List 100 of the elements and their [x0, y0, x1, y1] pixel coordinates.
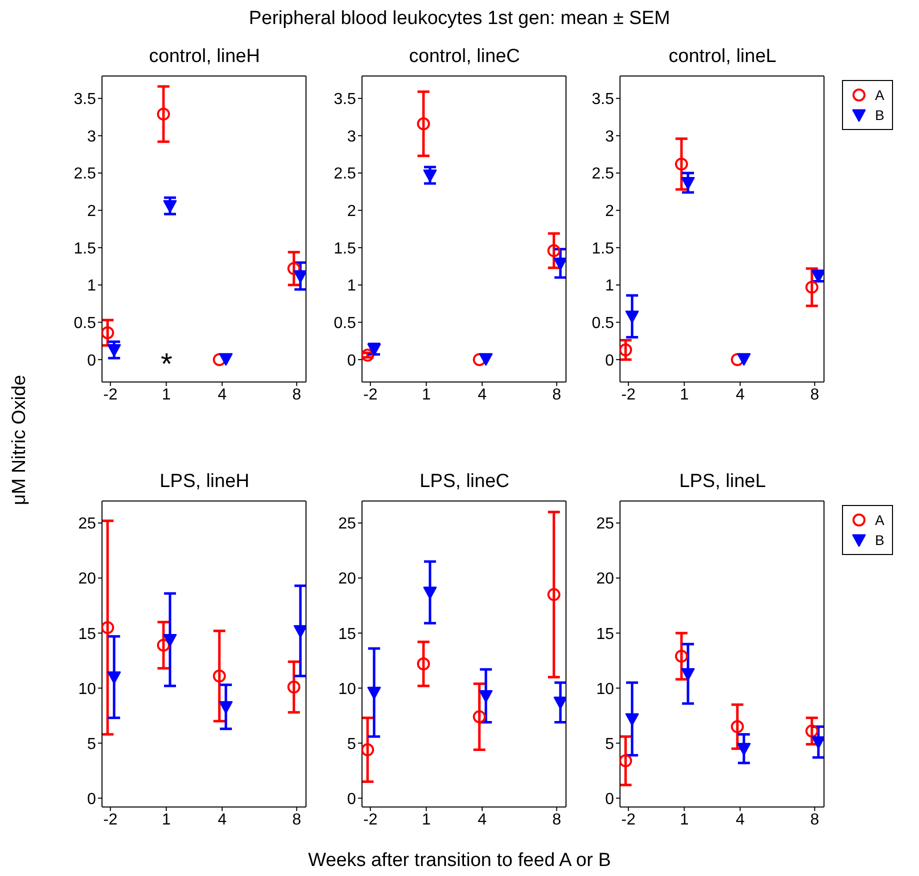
- x-tick-label: 4: [736, 386, 745, 404]
- x-tick-label: -2: [621, 811, 636, 828]
- y-tick-label: 0: [87, 352, 96, 370]
- x-tick-label: 8: [292, 811, 302, 828]
- y-tick-label: 10: [78, 680, 96, 698]
- y-tick-label: 0.5: [334, 314, 356, 332]
- chart-title: control, lineH: [148, 46, 261, 68]
- x-tick-label: 1: [162, 386, 171, 404]
- point: [730, 353, 744, 366]
- y-tick-label: 25: [338, 516, 356, 533]
- y-tick-label: 5: [605, 736, 614, 753]
- chart-title: LPS, lineC: [418, 471, 510, 493]
- point: [737, 353, 751, 366]
- y-tick-label: 20: [338, 570, 356, 588]
- y-tick-label: 5: [87, 736, 96, 753]
- chart-title: control, lineC: [408, 46, 521, 68]
- point: [107, 671, 121, 684]
- x-tick-label: 4: [218, 386, 227, 404]
- legend-label: A: [875, 87, 884, 103]
- point: [163, 634, 177, 646]
- y-tick-label: 20: [596, 570, 614, 588]
- x-tick-label: 1: [680, 811, 689, 828]
- y-tick-label: 0: [87, 790, 96, 808]
- legend-label: B: [875, 532, 884, 548]
- point: [156, 108, 170, 121]
- point: [362, 743, 374, 756]
- point: [163, 200, 177, 213]
- point: [212, 670, 226, 683]
- annotation: *: [160, 348, 173, 381]
- x-tick-label: 1: [162, 811, 171, 828]
- y-tick-label: 15: [78, 626, 96, 643]
- y-tick-label: 2: [347, 203, 356, 220]
- x-tick-label: 4: [478, 811, 487, 828]
- y-tick-label: 0.5: [592, 314, 614, 332]
- y-tick-label: 1.5: [592, 240, 614, 258]
- point: [416, 117, 430, 130]
- point: [294, 270, 306, 283]
- y-tick-label: 2: [605, 203, 614, 220]
- y-tick-label: 1.5: [334, 240, 356, 258]
- x-tick-label: 4: [736, 811, 745, 828]
- x-tick-label: -2: [363, 386, 378, 404]
- y-tick-label: 3.5: [74, 91, 96, 108]
- y-tick-label: 3: [347, 128, 356, 146]
- point: [554, 696, 566, 710]
- point: [156, 638, 170, 652]
- x-tick-label: -2: [103, 811, 118, 828]
- text: Peripheral blood leukocytes 1st gen: mean ± SEM: [248, 8, 672, 30]
- x-tick-label: 8: [552, 811, 562, 828]
- x-tick-label: 1: [422, 386, 431, 404]
- y-tick-label: 3.5: [592, 91, 614, 108]
- point: [479, 353, 493, 366]
- point: [681, 668, 695, 681]
- point: [423, 586, 437, 600]
- y-tick-label: 2.5: [334, 166, 356, 183]
- point: [547, 244, 560, 258]
- point: [620, 754, 632, 768]
- legend-label: B: [875, 107, 884, 123]
- y-tick-label: 10: [338, 680, 356, 698]
- x-tick-label: 8: [552, 386, 562, 404]
- x-tick-label: -2: [621, 386, 636, 404]
- y-tick-label: 20: [78, 570, 96, 588]
- point: [805, 280, 818, 294]
- point: [681, 176, 695, 190]
- y-tick-label: 2.5: [74, 166, 96, 183]
- point: [219, 353, 233, 366]
- y-tick-label: 0: [347, 790, 356, 808]
- y-tick-label: 3: [87, 128, 96, 146]
- x-tick-label: 1: [422, 811, 431, 828]
- point: [367, 686, 381, 700]
- point: [620, 343, 632, 356]
- y-tick-label: 1: [605, 278, 614, 295]
- point: [674, 650, 688, 663]
- point: [472, 353, 486, 366]
- point: [362, 348, 374, 362]
- chart-title: control, lineL: [668, 46, 778, 68]
- point: [547, 588, 560, 602]
- y-tick-label: 10: [596, 680, 614, 698]
- y-tick-label: 2: [87, 203, 96, 220]
- point: [479, 690, 493, 703]
- y-tick-label: 1: [347, 278, 356, 295]
- point: [423, 170, 437, 182]
- y-tick-label: 2.5: [592, 166, 614, 183]
- point: [287, 680, 300, 694]
- y-tick-label: 0: [605, 352, 614, 370]
- point: [102, 621, 114, 634]
- y-tick-label: 25: [78, 516, 96, 533]
- y-tick-label: 0: [347, 352, 356, 370]
- point: [287, 262, 300, 276]
- point: [416, 657, 430, 670]
- y-tick-label: 15: [596, 626, 614, 643]
- point: [625, 310, 639, 324]
- y-tick-label: 3: [605, 128, 614, 146]
- point: [625, 713, 639, 726]
- point: [805, 724, 818, 738]
- x-tick-label: 8: [292, 386, 302, 404]
- legend-label: A: [875, 512, 884, 528]
- point: [730, 720, 744, 734]
- x-axis-title: Weeks after transition to feed A or B: [307, 850, 612, 872]
- y-tick-label: 0: [605, 790, 614, 808]
- point: [107, 344, 121, 357]
